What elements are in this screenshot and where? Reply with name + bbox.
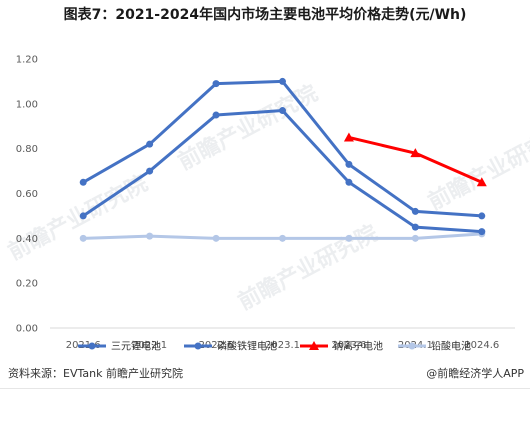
source-divider	[0, 388, 530, 389]
legend-swatch-marker	[88, 342, 96, 350]
series-marker-triangle	[410, 148, 421, 158]
series-marker-point	[279, 234, 286, 242]
series-marker-point	[345, 178, 353, 186]
y-tick-label: 0.80	[16, 144, 38, 155]
series-marker-point	[146, 167, 154, 175]
credit-note: @前瞻经济学人APP	[426, 367, 524, 380]
series-marker-triangle	[343, 132, 354, 142]
x-tick-label: 2023.6	[331, 340, 366, 351]
series-marker-point	[345, 160, 353, 168]
series-line-1	[82, 109, 482, 234]
y-tick-label: 0.20	[16, 279, 38, 290]
series-marker-point	[146, 140, 154, 148]
chart-title: 图表7：2021-2024年国内市场主要电池平均价格走势(元/Wh)	[63, 7, 467, 23]
legend-label: 钠离子电池	[333, 340, 383, 353]
y-tick-label: 1.00	[16, 99, 38, 110]
legend-swatch-marker	[309, 341, 319, 350]
series-marker-point	[411, 234, 419, 242]
y-tick-label: 0.60	[16, 189, 38, 200]
series-marker-point	[279, 77, 286, 85]
y-tick-label: 0.00	[16, 324, 38, 335]
series-marker-point	[79, 234, 87, 242]
legend-label: 铅酸电池	[431, 340, 471, 353]
x-tick-label: 2022.1	[132, 340, 167, 351]
series-marker-point	[411, 207, 419, 215]
legend-label: 磷酸铁锂电池	[217, 340, 277, 353]
series-marker-point	[279, 107, 286, 115]
series-marker-point	[212, 111, 220, 119]
series-line-0	[82, 79, 482, 218]
source-note: 资料来源：EVTank 前瞻产业研究院	[8, 367, 183, 380]
series-marker-point	[478, 228, 486, 236]
x-tick-label: 2022.6	[199, 340, 234, 351]
series-marker-point	[212, 234, 220, 242]
series-marker-triangle	[476, 177, 487, 187]
series-marker-point	[345, 234, 353, 242]
series-marker-point	[146, 232, 154, 240]
series-marker-point	[478, 212, 486, 220]
series-marker-point	[411, 223, 419, 231]
series-marker-point	[212, 80, 220, 88]
series-line-2	[348, 135, 483, 184]
y-tick-label: 1.20	[16, 55, 38, 66]
x-tick-label: 2024.6	[464, 340, 499, 351]
legend-swatch-marker	[194, 342, 202, 350]
series-marker-point	[79, 212, 87, 220]
legend-swatch-marker	[408, 342, 416, 350]
legend-label: 三元锂电池	[111, 340, 161, 353]
y-tick-label: 0.40	[16, 234, 38, 245]
x-tick-label: 2023.1	[265, 340, 300, 351]
series-marker-point	[79, 178, 87, 186]
